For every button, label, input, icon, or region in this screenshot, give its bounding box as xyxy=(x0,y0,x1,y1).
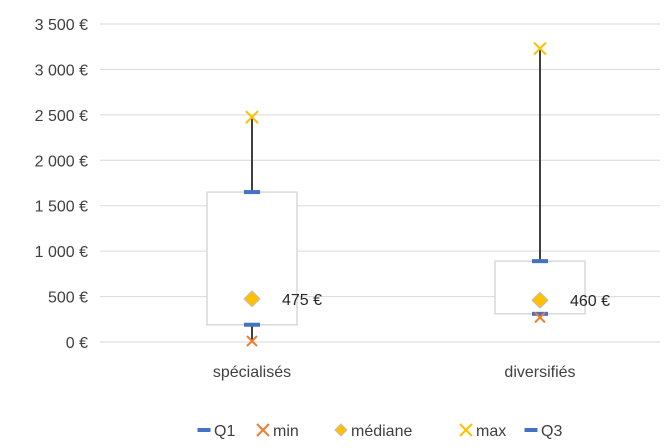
x-axis-categories: spécialisés diversifiés xyxy=(213,364,576,381)
legend-item: max xyxy=(459,423,506,440)
legend-x-icon-stroke-b xyxy=(459,423,473,437)
y-axis-ticks: 0 € 500 € 1 000 € 1 500 € 2 000 € 2 500 € 3 00… xyxy=(35,17,88,352)
legend-item: Q1 xyxy=(197,423,235,440)
box-group: 460 € xyxy=(494,41,610,324)
legend-label: Q1 xyxy=(214,423,235,440)
gridlines xyxy=(100,23,660,343)
median-marker xyxy=(243,290,261,308)
y-tick-label: 0 € xyxy=(66,335,88,352)
box-group: 475 € xyxy=(206,110,322,347)
legend-x-icon-stroke-b xyxy=(256,423,270,437)
max-marker-stroke-b xyxy=(245,110,259,124)
legend-item: min xyxy=(256,423,299,440)
max-marker-stroke-b xyxy=(533,41,547,56)
median-data-label: 475 € xyxy=(282,292,322,309)
y-tick-label: 3 500 € xyxy=(35,17,88,34)
category-label: diversifiés xyxy=(504,364,575,381)
median-marker xyxy=(531,291,549,309)
y-tick-label: 500 € xyxy=(48,290,88,307)
min-marker xyxy=(534,311,546,324)
legend-x-icon xyxy=(256,423,270,437)
y-tick-label: 3 000 € xyxy=(35,62,88,79)
category-label: spécialisés xyxy=(213,364,291,381)
legend: Q1 min médiane max Q3 xyxy=(197,423,562,440)
min-marker-stroke-b xyxy=(534,311,546,324)
y-tick-label: 1 500 € xyxy=(35,199,88,216)
y-tick-label: 2 500 € xyxy=(35,108,88,125)
legend-item: médiane xyxy=(334,423,412,440)
min-marker-stroke-b xyxy=(246,335,258,347)
y-tick-label: 1 000 € xyxy=(35,244,88,261)
median-data-label: 460 € xyxy=(570,293,610,310)
max-marker xyxy=(533,41,547,56)
legend-x-icon xyxy=(459,423,473,437)
max-marker xyxy=(245,110,259,124)
legend-diamond-icon xyxy=(334,423,348,437)
legend-label: max xyxy=(476,423,506,440)
min-marker xyxy=(246,335,258,347)
legend-label: min xyxy=(273,423,299,440)
legend-label: médiane xyxy=(351,423,412,440)
legend-label: Q3 xyxy=(541,423,562,440)
plot-area: 475 € 460 € xyxy=(206,41,610,347)
legend-item: Q3 xyxy=(524,423,562,440)
y-tick-label: 2 000 € xyxy=(35,153,88,170)
